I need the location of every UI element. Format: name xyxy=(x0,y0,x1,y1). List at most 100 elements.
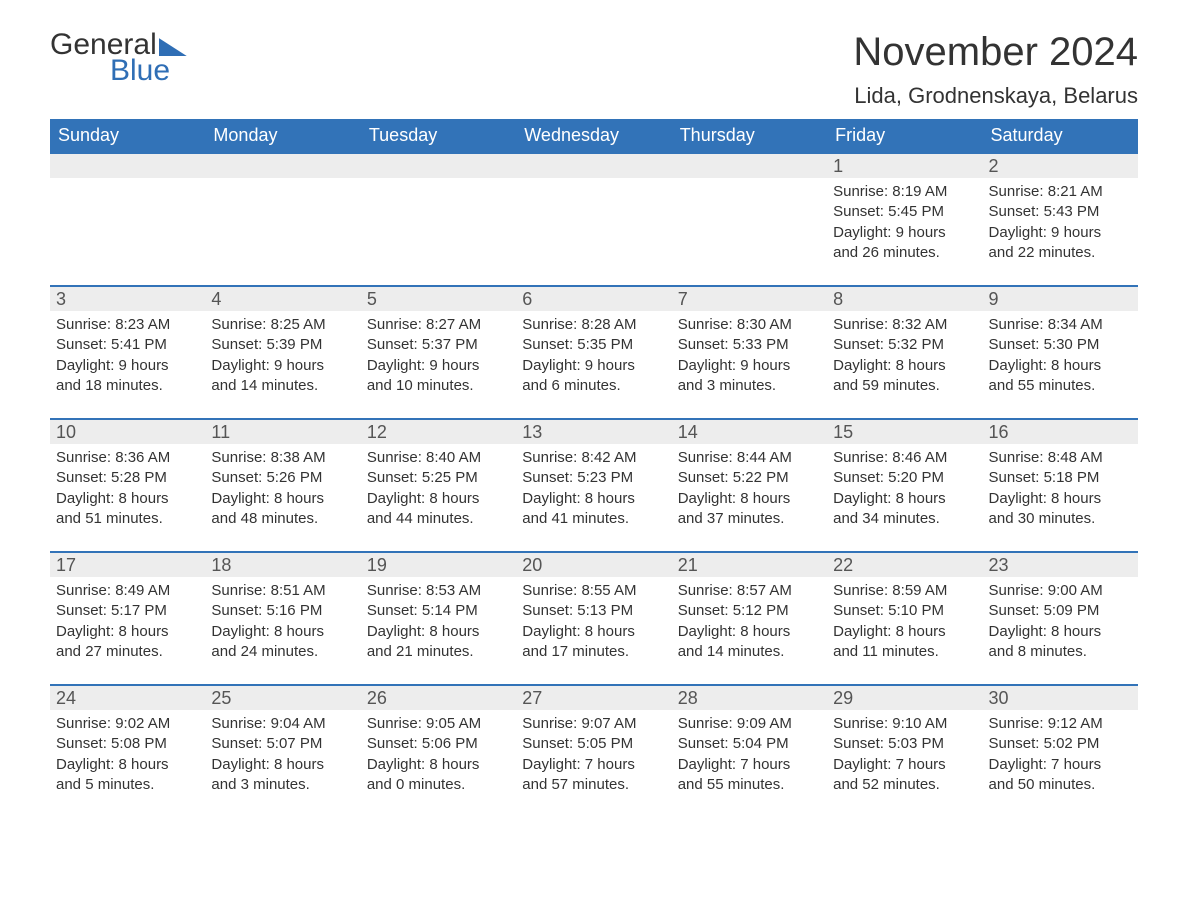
day_l1-text: Daylight: 8 hours xyxy=(367,622,510,642)
dow-monday: Monday xyxy=(205,119,360,153)
day-body: Sunrise: 8:59 AMSunset: 5:10 PMDaylight:… xyxy=(827,577,982,684)
day-body: Sunrise: 8:42 AMSunset: 5:23 PMDaylight:… xyxy=(516,444,671,551)
day-number: 20 xyxy=(516,553,671,577)
day_l2-text: and 51 minutes. xyxy=(56,509,199,529)
location-text: Lida, Grodnenskaya, Belarus xyxy=(853,83,1138,109)
week-row: 24Sunrise: 9:02 AMSunset: 5:08 PMDayligh… xyxy=(50,685,1138,817)
day_l2-text: and 6 minutes. xyxy=(522,376,665,396)
sunrise-text: Sunrise: 9:02 AM xyxy=(56,714,199,734)
day-body xyxy=(516,178,671,268)
sunset-text: Sunset: 5:43 PM xyxy=(989,202,1132,222)
sunrise-text: Sunrise: 9:12 AM xyxy=(989,714,1132,734)
day-number: 18 xyxy=(205,553,360,577)
sunrise-text: Sunrise: 8:55 AM xyxy=(522,581,665,601)
day_l1-text: Daylight: 8 hours xyxy=(56,622,199,642)
sunrise-text: Sunrise: 8:28 AM xyxy=(522,315,665,335)
sunset-text: Sunset: 5:02 PM xyxy=(989,734,1132,754)
day_l2-text: and 21 minutes. xyxy=(367,642,510,662)
day_l1-text: Daylight: 7 hours xyxy=(989,755,1132,775)
day_l1-text: Daylight: 8 hours xyxy=(211,755,354,775)
day-body: Sunrise: 9:04 AMSunset: 5:07 PMDaylight:… xyxy=(205,710,360,817)
day-number: 17 xyxy=(50,553,205,577)
sunset-text: Sunset: 5:22 PM xyxy=(678,468,821,488)
day_l1-text: Daylight: 9 hours xyxy=(367,356,510,376)
day-body: Sunrise: 9:07 AMSunset: 5:05 PMDaylight:… xyxy=(516,710,671,817)
day_l2-text: and 8 minutes. xyxy=(989,642,1132,662)
sunset-text: Sunset: 5:37 PM xyxy=(367,335,510,355)
day_l2-text: and 24 minutes. xyxy=(211,642,354,662)
sunset-text: Sunset: 5:12 PM xyxy=(678,601,821,621)
day-cell: 24Sunrise: 9:02 AMSunset: 5:08 PMDayligh… xyxy=(50,685,205,817)
day-body: Sunrise: 8:44 AMSunset: 5:22 PMDaylight:… xyxy=(672,444,827,551)
day-cell: 1Sunrise: 8:19 AMSunset: 5:45 PMDaylight… xyxy=(827,153,982,286)
sunset-text: Sunset: 5:45 PM xyxy=(833,202,976,222)
day-cell xyxy=(50,153,205,286)
day_l1-text: Daylight: 7 hours xyxy=(522,755,665,775)
month-title: November 2024 xyxy=(853,30,1138,75)
day_l2-text: and 3 minutes. xyxy=(678,376,821,396)
day-number xyxy=(361,154,516,178)
day_l1-text: Daylight: 8 hours xyxy=(678,489,821,509)
day-number: 19 xyxy=(361,553,516,577)
sunrise-text: Sunrise: 8:59 AM xyxy=(833,581,976,601)
day_l2-text: and 57 minutes. xyxy=(522,775,665,795)
day-number: 16 xyxy=(983,420,1138,444)
day-body: Sunrise: 9:10 AMSunset: 5:03 PMDaylight:… xyxy=(827,710,982,817)
day-body: Sunrise: 8:34 AMSunset: 5:30 PMDaylight:… xyxy=(983,311,1138,418)
day-body: Sunrise: 9:09 AMSunset: 5:04 PMDaylight:… xyxy=(672,710,827,817)
day-body: Sunrise: 9:02 AMSunset: 5:08 PMDaylight:… xyxy=(50,710,205,817)
day-cell: 19Sunrise: 8:53 AMSunset: 5:14 PMDayligh… xyxy=(361,552,516,685)
dow-thursday: Thursday xyxy=(672,119,827,153)
day_l2-text: and 5 minutes. xyxy=(56,775,199,795)
day_l1-text: Daylight: 8 hours xyxy=(367,755,510,775)
day-number: 30 xyxy=(983,686,1138,710)
day-cell xyxy=(516,153,671,286)
day_l1-text: Daylight: 9 hours xyxy=(522,356,665,376)
sunrise-text: Sunrise: 8:23 AM xyxy=(56,315,199,335)
day-cell xyxy=(672,153,827,286)
day-number: 8 xyxy=(827,287,982,311)
day-number: 1 xyxy=(827,154,982,178)
calendar-table: Sunday Monday Tuesday Wednesday Thursday… xyxy=(50,119,1138,817)
day_l2-text: and 41 minutes. xyxy=(522,509,665,529)
day-number xyxy=(516,154,671,178)
day_l2-text: and 18 minutes. xyxy=(56,376,199,396)
day-cell: 12Sunrise: 8:40 AMSunset: 5:25 PMDayligh… xyxy=(361,419,516,552)
sunrise-text: Sunrise: 8:42 AM xyxy=(522,448,665,468)
day-number xyxy=(50,154,205,178)
day_l1-text: Daylight: 8 hours xyxy=(522,489,665,509)
day_l2-text: and 3 minutes. xyxy=(211,775,354,795)
day-body: Sunrise: 8:19 AMSunset: 5:45 PMDaylight:… xyxy=(827,178,982,285)
day_l1-text: Daylight: 7 hours xyxy=(833,755,976,775)
day-body: Sunrise: 8:21 AMSunset: 5:43 PMDaylight:… xyxy=(983,178,1138,285)
day_l2-text: and 34 minutes. xyxy=(833,509,976,529)
day-body: Sunrise: 8:40 AMSunset: 5:25 PMDaylight:… xyxy=(361,444,516,551)
day-body: Sunrise: 8:48 AMSunset: 5:18 PMDaylight:… xyxy=(983,444,1138,551)
sunset-text: Sunset: 5:05 PM xyxy=(522,734,665,754)
day_l2-text: and 55 minutes. xyxy=(678,775,821,795)
sunrise-text: Sunrise: 8:27 AM xyxy=(367,315,510,335)
day-number: 28 xyxy=(672,686,827,710)
day_l2-text: and 17 minutes. xyxy=(522,642,665,662)
day-number: 27 xyxy=(516,686,671,710)
day-cell: 25Sunrise: 9:04 AMSunset: 5:07 PMDayligh… xyxy=(205,685,360,817)
sunrise-text: Sunrise: 8:30 AM xyxy=(678,315,821,335)
sunrise-text: Sunrise: 8:32 AM xyxy=(833,315,976,335)
sunset-text: Sunset: 5:16 PM xyxy=(211,601,354,621)
dow-friday: Friday xyxy=(827,119,982,153)
day_l1-text: Daylight: 8 hours xyxy=(56,755,199,775)
sunset-text: Sunset: 5:03 PM xyxy=(833,734,976,754)
sunrise-text: Sunrise: 8:19 AM xyxy=(833,182,976,202)
sunrise-text: Sunrise: 9:07 AM xyxy=(522,714,665,734)
day_l1-text: Daylight: 9 hours xyxy=(211,356,354,376)
day-body: Sunrise: 8:23 AMSunset: 5:41 PMDaylight:… xyxy=(50,311,205,418)
day_l1-text: Daylight: 8 hours xyxy=(989,356,1132,376)
day_l2-text: and 44 minutes. xyxy=(367,509,510,529)
title-block: November 2024 Lida, Grodnenskaya, Belaru… xyxy=(853,30,1138,109)
sunrise-text: Sunrise: 8:36 AM xyxy=(56,448,199,468)
day-body xyxy=(50,178,205,268)
day-number: 3 xyxy=(50,287,205,311)
sunset-text: Sunset: 5:30 PM xyxy=(989,335,1132,355)
day-cell: 5Sunrise: 8:27 AMSunset: 5:37 PMDaylight… xyxy=(361,286,516,419)
day-cell: 9Sunrise: 8:34 AMSunset: 5:30 PMDaylight… xyxy=(983,286,1138,419)
